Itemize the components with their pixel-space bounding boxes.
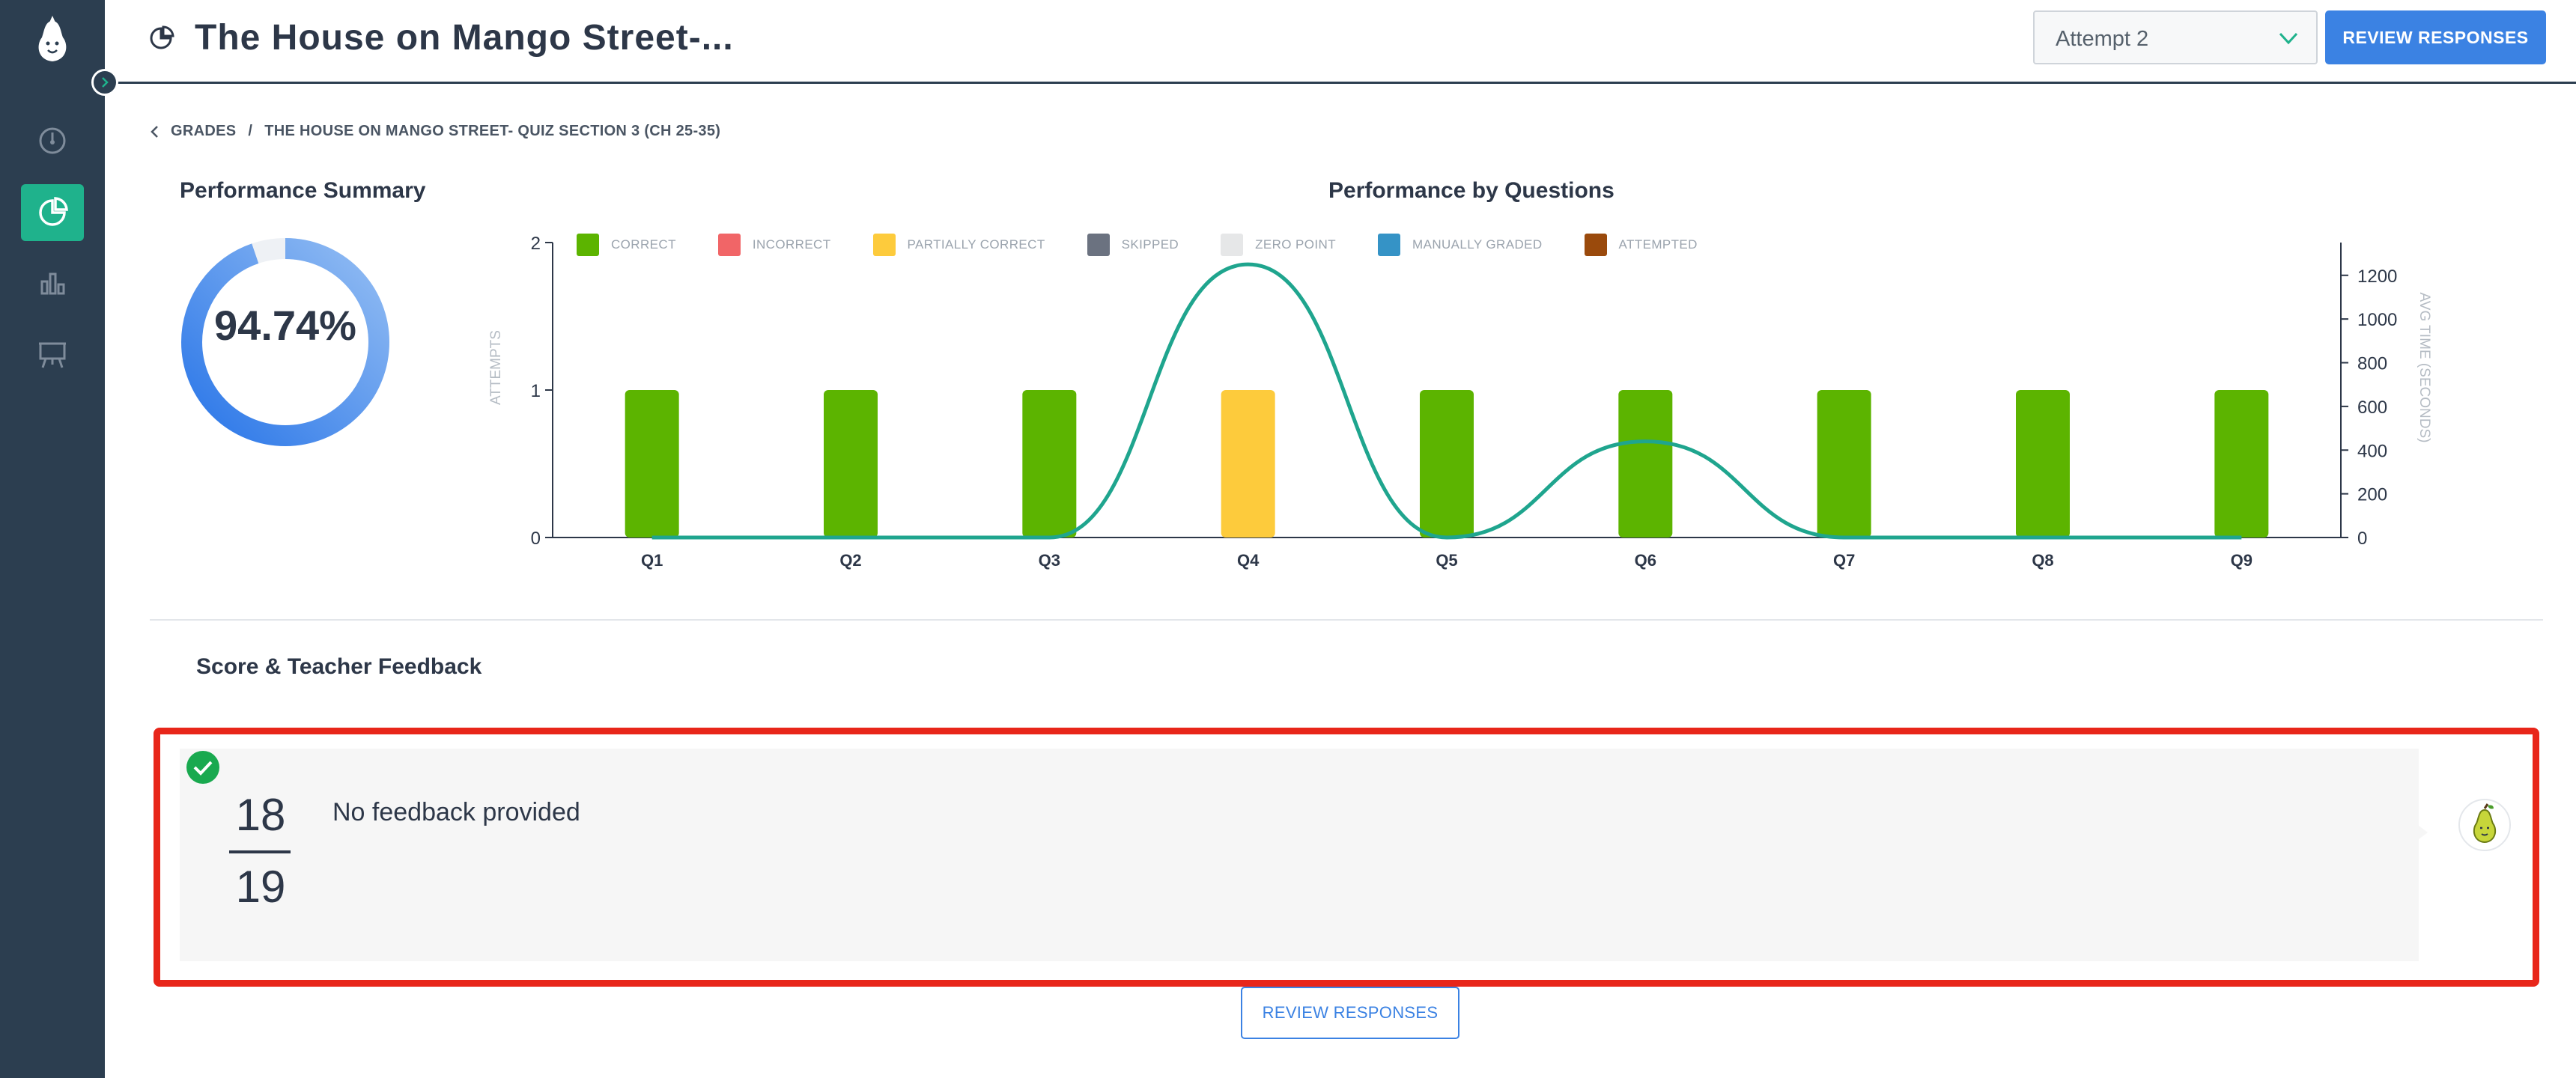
performance-percent: 94.74%	[214, 302, 356, 349]
bar-q9	[2214, 390, 2269, 538]
performance-chart: 0 1 2 0 200 400 600 800 1000 1200 ATTEMPTS AVG TIME…	[488, 234, 2432, 570]
legend-swatch	[1584, 234, 1607, 256]
chevron-down-icon	[2279, 32, 2298, 45]
attempt-select-value: Attempt 2	[2056, 27, 2149, 51]
pie-chart-icon	[39, 197, 68, 226]
bar-q3	[1022, 390, 1077, 538]
sidebar	[0, 0, 118, 1078]
feedback-card-pointer	[2416, 749, 2428, 961]
legend-label: PARTIALLY CORRECT	[907, 237, 1045, 252]
chart-legend: CORRECT INCORRECT PARTIALLY CORRECT SKIPPED…	[577, 234, 1740, 256]
attempt-select[interactable]: Attempt 2	[2033, 10, 2318, 64]
x-tick-label: Q4	[1237, 551, 1260, 570]
legend-swatch	[1087, 234, 1110, 256]
page-title: The House on Mango Street-...	[195, 18, 734, 58]
x-tick-label: Q5	[1436, 551, 1457, 570]
review-responses-button[interactable]: REVIEW RESPONSES	[2325, 10, 2546, 64]
score-earned: 18	[235, 790, 286, 840]
bar-q2	[824, 390, 878, 538]
legend-item[interactable]: INCORRECT	[717, 234, 831, 256]
y2-tick-label: 200	[2357, 485, 2387, 505]
legend-item[interactable]: PARTIALLY CORRECT	[872, 234, 1045, 256]
x-tick-label: Q7	[1833, 551, 1855, 570]
bar-q6	[1618, 390, 1673, 538]
x-tick-label: Q8	[2032, 551, 2053, 570]
y-axis-label: ATTEMPTS	[488, 330, 504, 405]
bar-q7	[1817, 390, 1871, 538]
legend-swatch	[577, 234, 599, 256]
x-tick-label: Q9	[2231, 551, 2253, 570]
y2-tick-label: 800	[2357, 354, 2387, 374]
legend-label: SKIPPED	[1121, 237, 1179, 252]
legend-swatch	[1378, 234, 1401, 256]
legend-item[interactable]: ZERO POINT	[1221, 234, 1336, 256]
bar-q4	[1221, 390, 1275, 538]
review-responses-bottom-button[interactable]: REVIEW RESPONSES	[1241, 987, 1459, 1039]
sidebar-item-grades[interactable]	[21, 184, 84, 241]
breadcrumb-grades-link[interactable]: GRADES	[171, 123, 237, 139]
chevron-right-icon	[102, 77, 109, 88]
section-divider	[150, 619, 2543, 621]
pear-logo-icon[interactable]	[30, 13, 75, 64]
performance-summary-title: Performance Summary	[180, 178, 426, 203]
x-tick-label: Q6	[1635, 551, 1656, 570]
legend-item[interactable]: MANUALLY GRADED	[1378, 234, 1543, 256]
sidebar-item-dashboard[interactable]	[21, 112, 84, 169]
y-tick-label: 1	[531, 381, 541, 401]
legend-label: ZERO POINT	[1255, 237, 1337, 252]
y2-tick-label: 1200	[2357, 267, 2397, 287]
donut-progress-arc	[181, 238, 389, 446]
bar-q8	[2016, 390, 2070, 538]
sidebar-item-reports[interactable]	[21, 255, 84, 311]
legend-label: ATTEMPTED	[1618, 237, 1698, 252]
feedback-card	[180, 749, 2419, 961]
sidebar-toggle-button[interactable]	[91, 69, 118, 96]
y2-axis-label: AVG TIME (SECONDS)	[2416, 293, 2432, 443]
x-tick-label: Q3	[1039, 551, 1060, 570]
legend-item[interactable]: CORRECT	[577, 234, 676, 256]
legend-label: INCORRECT	[752, 237, 831, 252]
avg-time-line	[651, 262, 2242, 540]
y2-tick-label: 0	[2357, 529, 2367, 549]
page-header: The House on Mango Street-... Attempt 2 …	[105, 0, 2576, 84]
breadcrumb-separator: /	[248, 123, 253, 139]
x-tick-label: Q1	[641, 551, 663, 570]
bar-chart-icon	[40, 272, 65, 295]
pear-avatar-icon	[2458, 799, 2511, 851]
breadcrumb: GRADES / THE HOUSE ON MANGO STREET- QUIZ…	[150, 123, 720, 140]
feedback-section-title: Score & Teacher Feedback	[196, 654, 482, 679]
check-circle-icon	[186, 751, 219, 784]
legend-swatch	[1221, 234, 1244, 256]
presentation-board-icon	[39, 342, 66, 368]
y-tick-label: 0	[531, 529, 541, 549]
legend-swatch	[872, 234, 896, 256]
bar-q1	[625, 390, 679, 538]
chevron-left-icon[interactable]	[150, 125, 159, 138]
y2-tick-label: 1000	[2357, 310, 2397, 330]
score-total: 19	[235, 862, 286, 912]
legend-label: CORRECT	[611, 237, 676, 252]
y-tick-label: 2	[531, 234, 541, 254]
score-fraction-bar	[229, 850, 291, 853]
feedback-highlight-outline	[154, 728, 2539, 987]
performance-by-questions-title: Performance by Questions	[1328, 178, 1614, 203]
feedback-text: No feedback provided	[332, 798, 580, 826]
legend-label: MANUALLY GRADED	[1412, 237, 1543, 252]
x-tick-label: Q2	[839, 551, 861, 570]
legend-swatch	[717, 234, 741, 256]
performance-donut	[181, 238, 389, 446]
legend-item[interactable]: ATTEMPTED	[1584, 234, 1698, 256]
y2-tick-label: 600	[2357, 398, 2387, 418]
breadcrumb-current: THE HOUSE ON MANGO STREET- QUIZ SECTION …	[264, 123, 721, 139]
legend-item[interactable]: SKIPPED	[1087, 234, 1179, 256]
pie-chart-icon	[150, 25, 174, 49]
bar-q5	[1420, 390, 1474, 538]
speedometer-icon	[39, 127, 66, 154]
y2-tick-label: 400	[2357, 441, 2387, 461]
sidebar-item-classroom[interactable]	[21, 326, 84, 383]
